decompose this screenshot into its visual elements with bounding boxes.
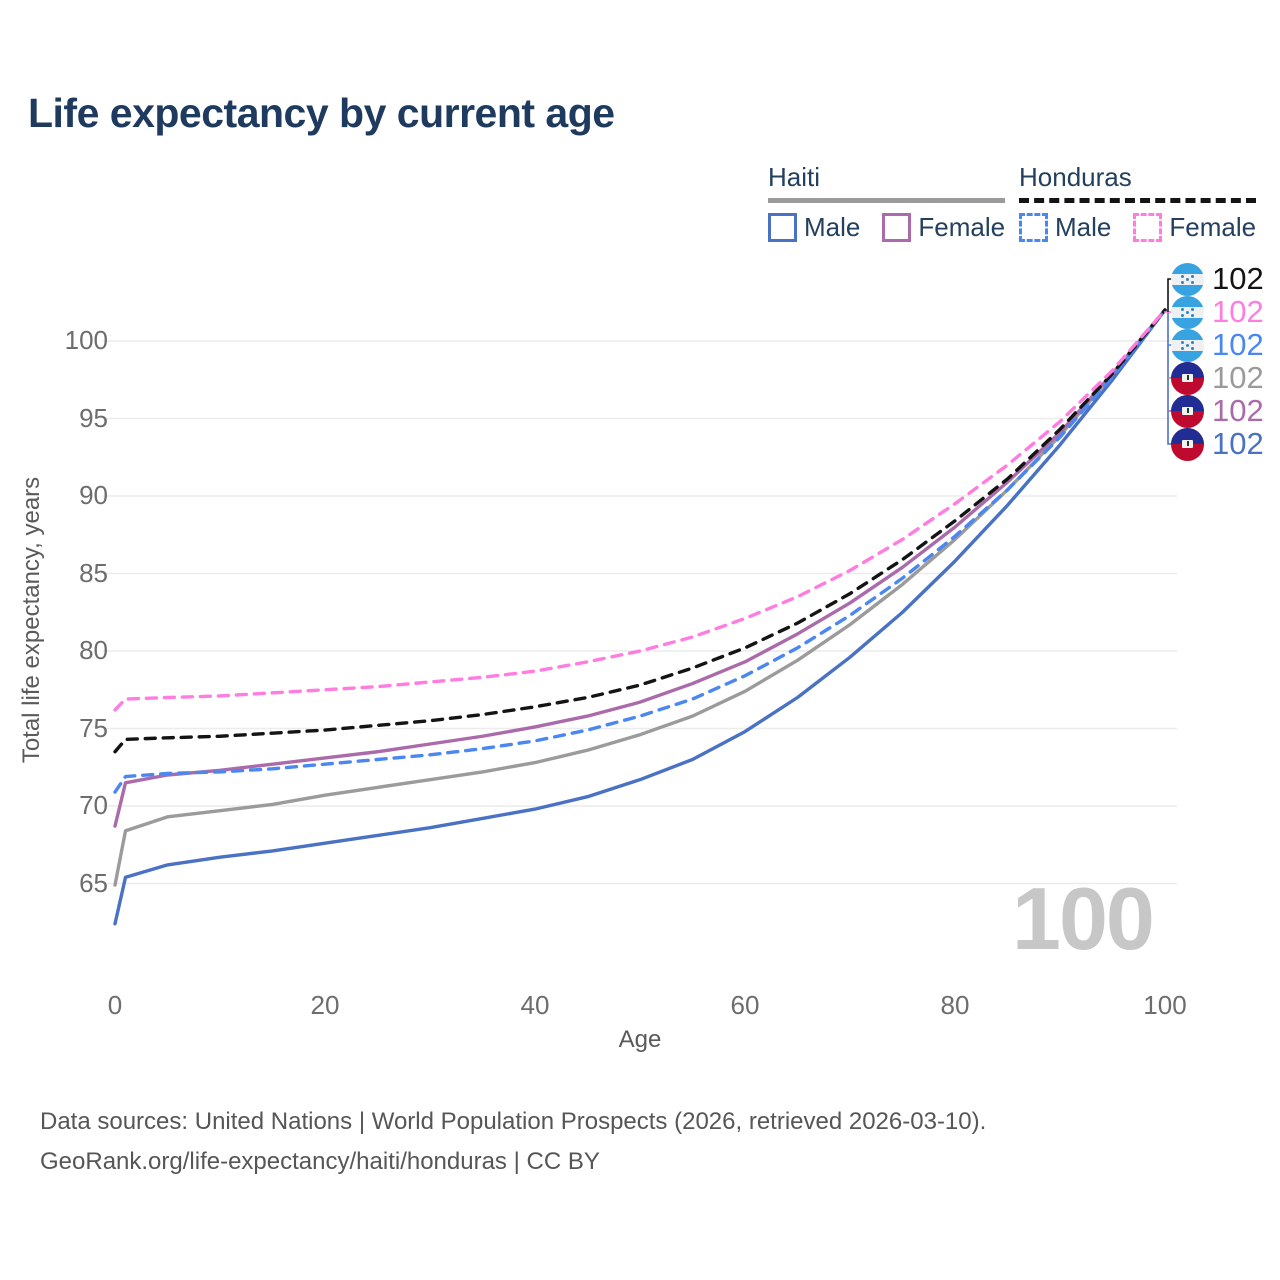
x-tick-label: 60 bbox=[730, 990, 760, 1020]
legend-item-label: Female bbox=[918, 212, 1006, 242]
legend-item-honduras-female[interactable]: Female bbox=[1133, 212, 1256, 243]
end-value: 102 bbox=[1212, 261, 1264, 296]
legend-item-label: Male bbox=[804, 212, 861, 242]
honduras-flag-icon bbox=[1171, 262, 1204, 296]
curve-haiti_female bbox=[113, 308, 1167, 828]
end-value: 102 bbox=[1212, 426, 1264, 461]
haiti-flag-icon bbox=[1171, 394, 1204, 428]
haiti-line-sample bbox=[768, 198, 1006, 203]
haiti-female-swatch-icon bbox=[882, 213, 912, 242]
end-value: 102 bbox=[1212, 360, 1264, 395]
haiti-male-swatch-icon bbox=[768, 213, 797, 242]
haiti-flag-icon bbox=[1171, 361, 1204, 395]
x-tick-label: 100 bbox=[1143, 990, 1187, 1020]
data-source-text: Data sources: United Nations | World Pop… bbox=[40, 1108, 987, 1135]
honduras-flag-icon bbox=[1171, 295, 1204, 329]
page-title: Life expectancy by current age bbox=[28, 90, 615, 136]
curve-honduras_total bbox=[113, 308, 1167, 754]
haiti-flag-icon bbox=[1171, 427, 1204, 461]
x-tick-label: 80 bbox=[940, 990, 970, 1020]
age-counter-watermark: 100 bbox=[1012, 869, 1155, 968]
attribution-link[interactable]: GeoRank.org/life-expectancy/haiti/hondur… bbox=[40, 1148, 600, 1175]
curve-honduras_female bbox=[113, 308, 1167, 712]
legend-item-label: Female bbox=[1169, 212, 1257, 242]
x-tick-label: 20 bbox=[310, 990, 340, 1020]
end-label-haiti-male[interactable]: 102 bbox=[1171, 427, 1264, 461]
legend-group-honduras: Honduras Male Female bbox=[1019, 162, 1257, 243]
legend-country-haiti[interactable]: Haiti bbox=[768, 162, 821, 192]
honduras-line-sample bbox=[1019, 198, 1257, 203]
x-tick-label: 0 bbox=[107, 990, 123, 1020]
honduras-male-swatch-icon bbox=[1019, 213, 1048, 242]
honduras-flag-icon bbox=[1171, 328, 1204, 362]
end-label-honduras-male[interactable]: 102 bbox=[1171, 328, 1264, 362]
curve-haiti_male bbox=[113, 308, 1167, 926]
curve-honduras_male bbox=[113, 308, 1167, 794]
x-tick-label: 40 bbox=[520, 990, 550, 1020]
end-label-haiti-female[interactable]: 102 bbox=[1171, 394, 1264, 428]
legend-group-haiti: Haiti Male Female bbox=[768, 162, 1006, 243]
end-value: 102 bbox=[1212, 294, 1264, 329]
end-label-haiti-total[interactable]: 102 bbox=[1171, 361, 1264, 395]
honduras-female-swatch-icon bbox=[1133, 213, 1163, 242]
curve-haiti_total bbox=[113, 308, 1167, 887]
legend-country-honduras[interactable]: Honduras bbox=[1019, 162, 1132, 192]
y-axis-title: Total life expectancy, years bbox=[18, 476, 45, 764]
legend-item-honduras-male[interactable]: Male bbox=[1019, 212, 1111, 243]
end-label-honduras-female[interactable]: 102 bbox=[1171, 295, 1264, 329]
x-axis-ticks: 0 20 40 60 80 100 bbox=[0, 990, 1280, 1024]
end-value: 102 bbox=[1212, 327, 1264, 362]
legend-item-haiti-female[interactable]: Female bbox=[882, 212, 1005, 243]
legend-item-label: Male bbox=[1055, 212, 1112, 242]
end-label-honduras-total[interactable]: 102 bbox=[1171, 262, 1264, 296]
legend-item-haiti-male[interactable]: Male bbox=[768, 212, 860, 243]
end-value: 102 bbox=[1212, 393, 1264, 428]
x-axis-title: Age bbox=[618, 1026, 662, 1053]
